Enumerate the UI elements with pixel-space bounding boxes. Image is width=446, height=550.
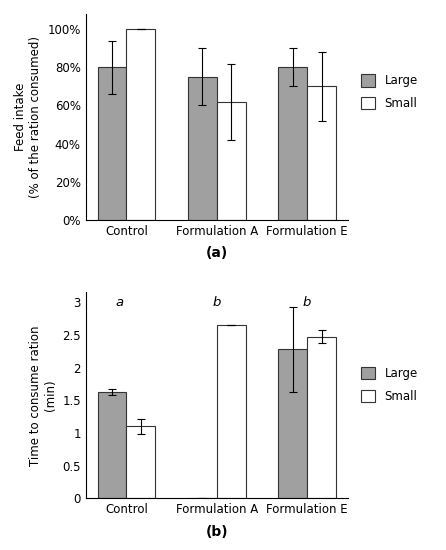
Bar	[98, 67, 127, 220]
Bar	[127, 426, 155, 498]
Y-axis label: Time to consume ration
(min): Time to consume ration (min)	[29, 325, 57, 466]
Text: (b): (b)	[206, 525, 228, 538]
Bar	[278, 67, 307, 220]
Y-axis label: Feed intake
(% of the ration consumed): Feed intake (% of the ration consumed)	[14, 36, 42, 198]
Bar	[217, 102, 246, 220]
Bar	[188, 77, 217, 220]
Bar	[307, 337, 336, 498]
Text: a: a	[115, 296, 124, 309]
Bar	[98, 392, 127, 498]
Bar	[217, 325, 246, 498]
Bar	[278, 349, 307, 498]
Legend: Large, Small: Large, Small	[356, 362, 423, 408]
Legend: Large, Small: Large, Small	[356, 70, 423, 115]
Text: b: b	[303, 296, 311, 309]
Bar	[307, 86, 336, 220]
Text: b: b	[213, 296, 221, 309]
Text: (a): (a)	[206, 246, 228, 260]
Bar	[127, 29, 155, 220]
